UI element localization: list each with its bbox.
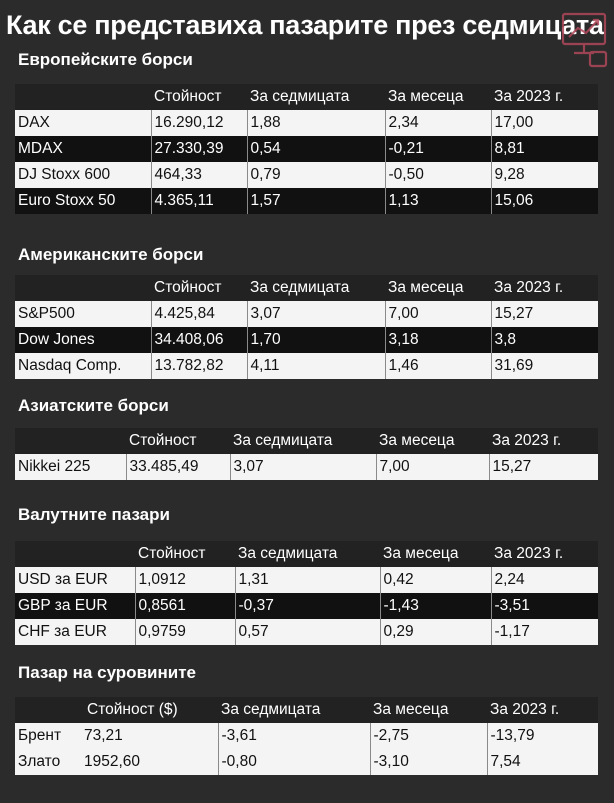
table-header-row: Стойност За седмицата За месеца За 2023 … [15,275,598,301]
col-header-value: Стойност [151,84,247,110]
col-header-year: За 2023 г. [491,541,598,567]
col-header-week: За седмицата [235,541,380,567]
col-header-value: Стойност [126,428,230,454]
table-row: Euro Stoxx 50 4.365,11 1,57 1,13 15,06 [15,188,598,214]
col-header-month: За месеца [380,541,491,567]
table-header-row: Стойност За седмицата За месеца За 2023 … [15,428,598,454]
table-europe: Стойност За седмицата За месеца За 2023 … [15,84,598,214]
col-header-value: Стойност ($) [81,697,218,723]
col-header-month: За месеца [385,275,491,301]
table-row: GBP за EUR 0,8561 -0,37 -1,43 -3,51 [15,593,598,619]
table-row: MDAX 27.330,39 0,54 -0,21 8,81 [15,136,598,162]
table-row: S&P500 4.425,84 3,07 7,00 15,27 [15,301,598,327]
section-title-america: Американските борси [18,245,204,264]
table-row: USD за EUR 1,0912 1,31 0,42 2,24 [15,567,598,593]
table-row: Nasdaq Comp. 13.782,82 4,11 1,46 31,69 [15,353,598,379]
section-title-europe: Европейските борси [18,50,193,69]
section-title-asia: Азиатските борси [18,396,169,415]
table-commodities: Стойност ($) За седмицата За месеца За 2… [15,697,598,775]
table-row: Dow Jones 34.408,06 1,70 3,18 3,8 [15,327,598,353]
table-row: Nikkei 225 33.485,49 3,07 7,00 15,27 [15,454,598,480]
section-title-commodities: Пазар на суровините [18,663,196,682]
col-header-month: За месеца [376,428,489,454]
table-america: Стойност За седмицата За месеца За 2023 … [15,275,598,379]
col-header-week: За седмицата [218,697,370,723]
col-header-year: За 2023 г. [487,697,598,723]
table-header-row: Стойност За седмицата За месеца За 2023 … [15,541,598,567]
table-row: CHF за EUR 0,9759 0,57 0,29 -1,17 [15,619,598,645]
table-currency: Стойност За седмицата За месеца За 2023 … [15,541,598,645]
computer-chart-icon [561,12,608,68]
col-header-week: За седмицата [247,84,385,110]
col-header-month: За месеца [385,84,491,110]
section-title-currency: Валутните пазари [18,505,170,524]
table-row: DAX 16.290,12 1,88 2,34 17,00 [15,110,598,136]
table-row: Брент 73,21 -3,61 -2,75 -13,79 [15,723,598,749]
col-header-year: За 2023 г. [491,275,598,301]
col-header-value: Стойност [135,541,235,567]
table-header-row: Стойност За седмицата За месеца За 2023 … [15,84,598,110]
table-row: Злато 1952,60 -0,80 -3,10 7,54 [15,749,598,775]
col-header-month: За месеца [370,697,487,723]
table-row: DJ Stoxx 600 464,33 0,79 -0,50 9,28 [15,162,598,188]
table-header-row: Стойност ($) За седмицата За месеца За 2… [15,697,598,723]
page-title: Как се представиха пазарите през седмица… [6,10,604,40]
table-asia: Стойност За седмицата За месеца За 2023 … [15,428,598,480]
col-header-week: За седмицата [247,275,385,301]
col-header-week: За седмицата [230,428,376,454]
col-header-year: За 2023 г. [491,84,598,110]
col-header-year: За 2023 г. [489,428,598,454]
col-header-value: Стойност [151,275,247,301]
